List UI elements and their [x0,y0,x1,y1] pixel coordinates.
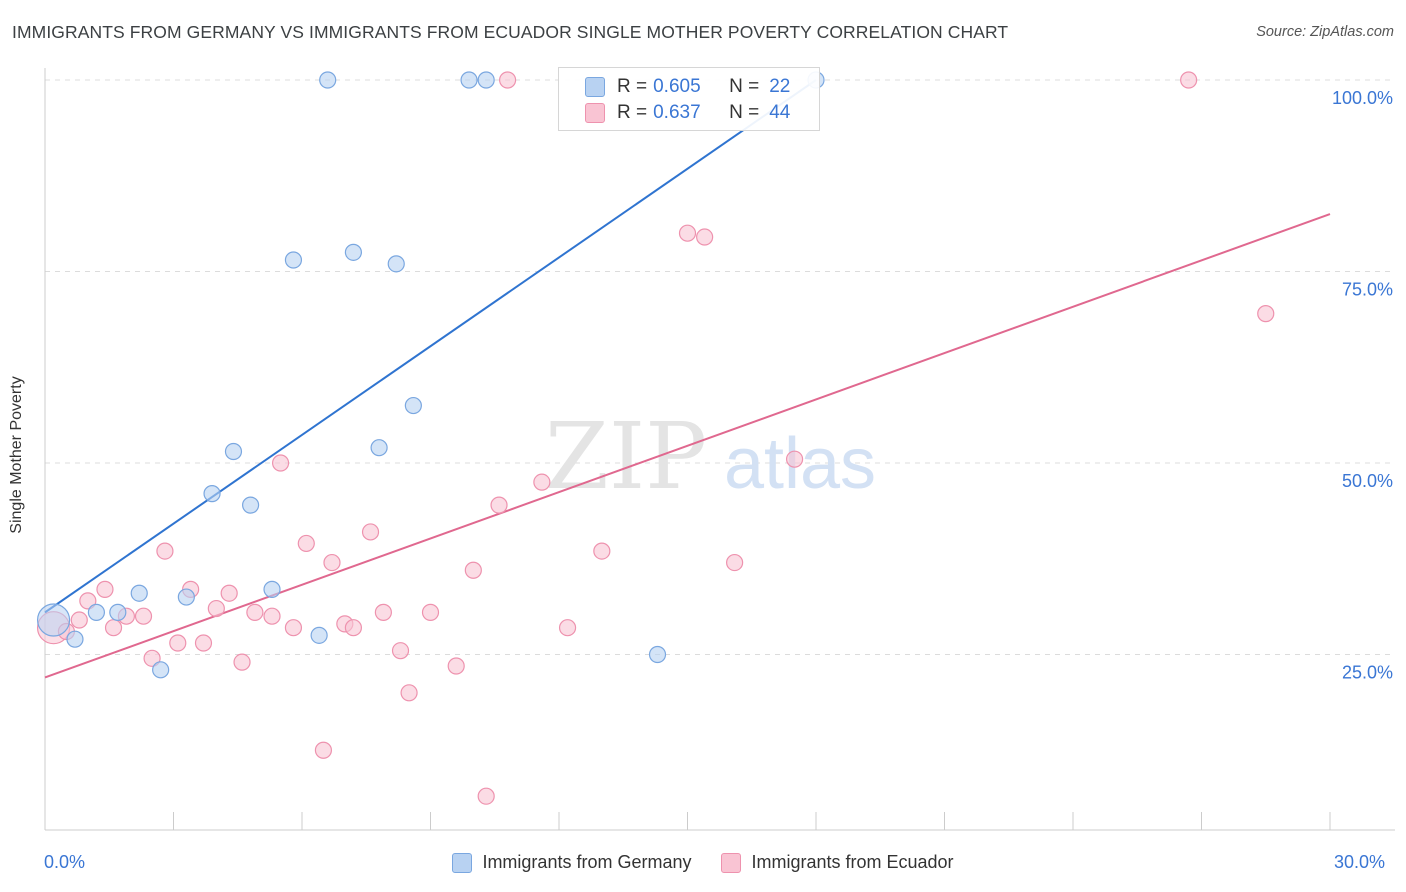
point-germany [66,630,84,648]
point-ecuador [79,592,97,610]
r-label: R = [617,102,648,123]
grid-lines [45,79,1395,655]
trend-line-germany [44,79,817,614]
n-label: N = [729,102,760,123]
legend-label-ecuador: Immigrants from Ecuador [751,852,954,872]
x-tick-label-min: 0.0% [44,852,86,872]
point-germany [109,603,127,621]
point-germany [203,485,221,503]
point-germany [284,251,303,269]
point-ecuador [70,611,88,629]
point-germany [87,603,106,621]
r-value: 0.637 [653,102,701,123]
point-ecuador [361,523,380,541]
point-ecuador [558,619,577,637]
point-ecuador [220,584,238,602]
point-ecuador [447,657,465,675]
ecuador-swatch [585,103,605,123]
point-ecuador [726,553,744,572]
point-germany [319,71,337,89]
point-ecuador [297,534,315,553]
y-tick-label: 75.0% [1342,280,1393,300]
y-tick-label: 25.0% [1342,663,1393,683]
point-ecuador [477,787,495,805]
point-ecuador [323,553,341,572]
point-ecuador [490,496,508,514]
point-germany [387,255,405,273]
germany-swatch [452,852,473,873]
point-germany [460,71,478,89]
point-ecuador [314,741,333,759]
point-ecuador [263,607,281,625]
point-ecuador [533,473,551,491]
y-tick-label: 100.0% [1332,88,1393,108]
point-ecuador [400,684,418,702]
n-label: N = [729,76,760,97]
point-ecuador [391,642,410,660]
point-germany [370,439,388,457]
point-ecuador [134,607,153,625]
point-germany [152,661,170,679]
point-germany [130,584,148,602]
legend-item-ecuador[interactable]: Immigrants from Ecuador [721,852,954,873]
point-ecuador [1180,71,1198,89]
point-ecuador [194,634,213,652]
r-value: 0.605 [653,76,701,97]
point-ecuador [344,619,362,637]
point-ecuador [499,71,517,89]
y-tick-labels: 25.0% 50.0% 75.0% 100.0% [1332,88,1393,683]
point-ecuador [207,599,225,618]
point-germany [310,626,328,644]
point-ecuador [233,653,251,671]
watermark: ZIP atlas [545,403,876,510]
point-germany [263,580,281,598]
source-label: Source: ZipAtlas.com [1256,24,1394,40]
point-ecuador [143,649,161,667]
point-ecuador [156,542,174,560]
point-germany [224,442,243,461]
point-ecuador [593,542,611,560]
point-germany [242,496,260,514]
point-germany [344,243,362,261]
trend-line-ecuador [44,213,1331,679]
point-germany [648,645,667,664]
point-ecuador [271,454,290,472]
stats-row-germany: R = 0.605 N = 22 [585,75,790,99]
stats-legend: R = 0.605 N = 22 R = 0.637 N = 44 [558,67,820,131]
trend-lines [44,79,1331,679]
point-germany [477,71,495,89]
point-ecuador [421,603,440,621]
legend-label-germany: Immigrants from Germany [482,852,692,872]
r-label: R = [617,76,648,97]
y-tick-label: 50.0% [1342,471,1393,491]
stats-row-ecuador: R = 0.637 N = 44 [585,101,790,125]
point-germany [177,588,195,606]
point-ecuador [464,561,482,579]
legend-item-germany[interactable]: Immigrants from Germany [452,852,691,873]
point-ecuador [246,603,264,621]
series-legend: Immigrants from Germany Immigrants from … [0,852,1406,873]
point-ecuador [678,224,697,242]
axes [44,68,1395,831]
watermark-zip: ZIP [545,403,707,510]
point-ecuador [104,619,123,637]
point-ecuador [169,634,187,652]
n-value: 22 [769,76,791,97]
point-ecuador [284,619,303,637]
ecuador-swatch [721,852,742,873]
point-ecuador [96,580,114,598]
x-tick-label-max: 30.0% [1334,852,1386,872]
n-value: 44 [769,102,791,123]
chart-title: IMMIGRANTS FROM GERMANY VS IMMIGRANTS FR… [12,22,1009,42]
point-ecuador [696,228,714,246]
point-germany [404,396,422,415]
germany-swatch [585,77,605,97]
point-germany [36,603,71,637]
point-ecuador [785,450,804,468]
point-ecuador [1257,305,1275,323]
y-axis-label: Single Mother Poverty [8,376,25,534]
point-ecuador [374,603,392,621]
